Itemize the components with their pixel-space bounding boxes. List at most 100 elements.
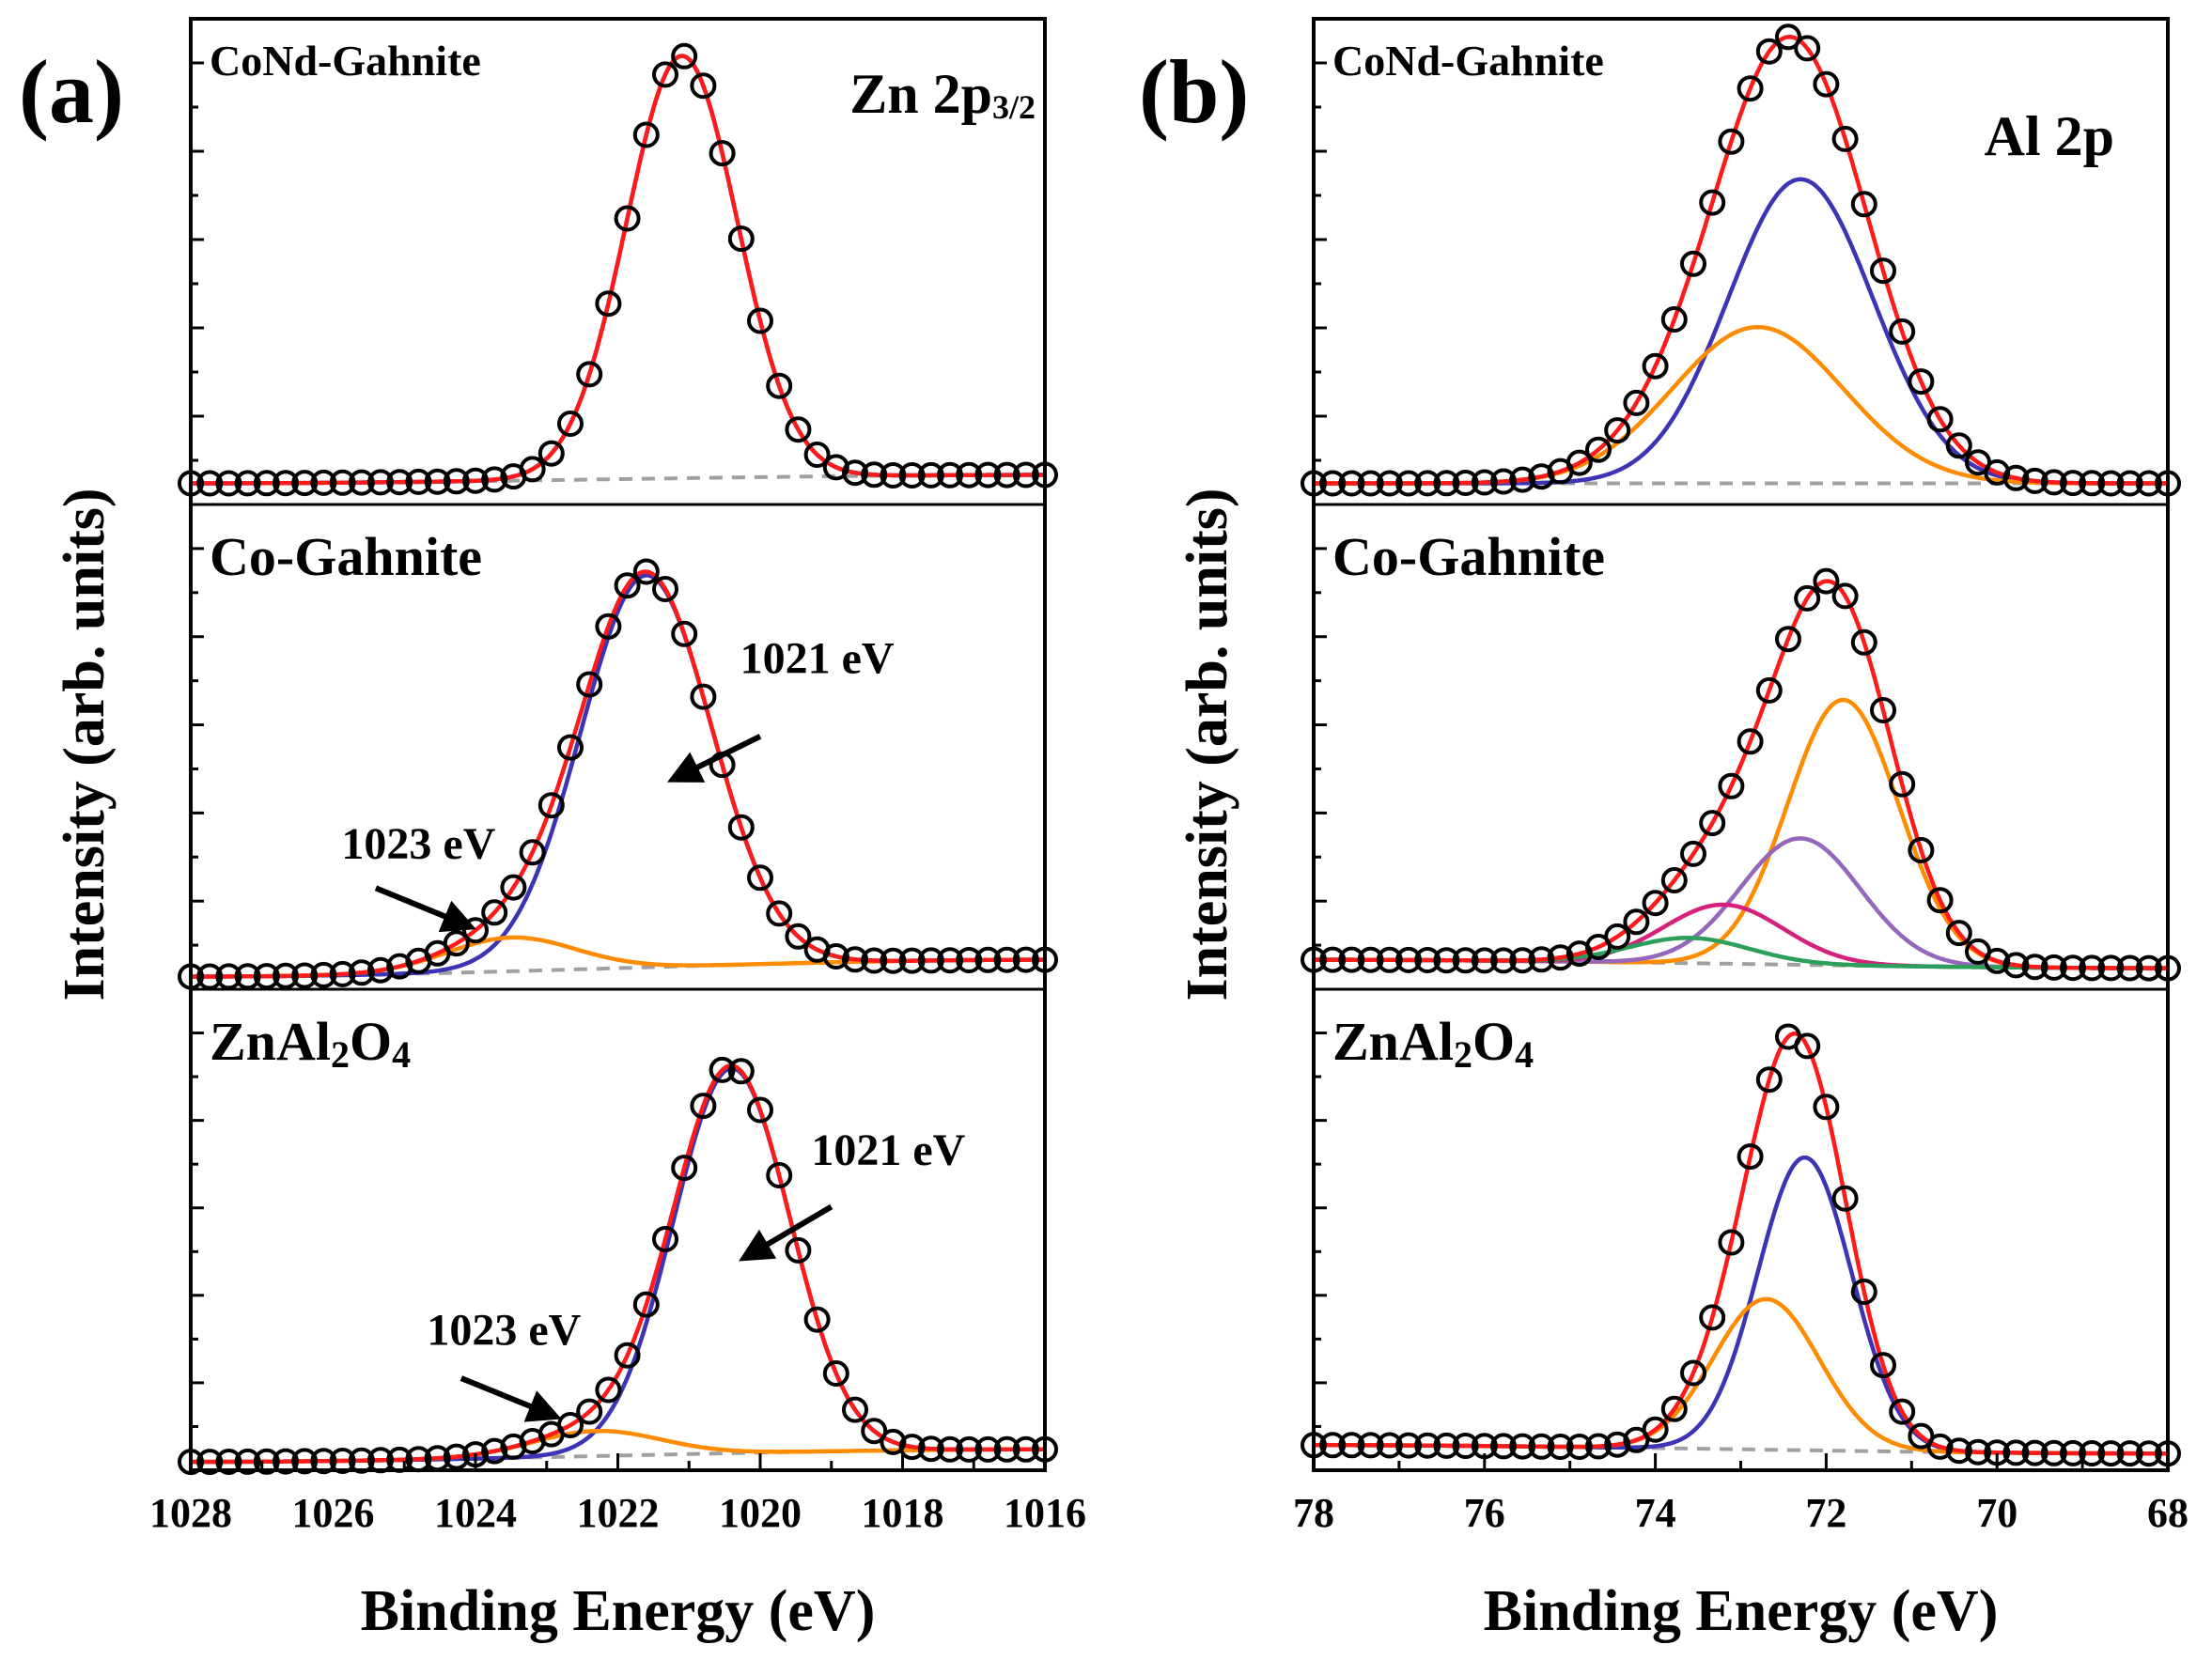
data-point — [1794, 1032, 1821, 1060]
data-point — [481, 1437, 508, 1465]
data-point — [880, 1428, 907, 1455]
data-point — [1357, 946, 1384, 973]
data-point — [557, 734, 584, 761]
x-tick-label: 1028 — [149, 1490, 232, 1536]
data-point — [1945, 920, 1972, 947]
annotation-arrow — [460, 1375, 562, 1422]
panel-label: (b) — [1139, 41, 1249, 142]
data-point — [1012, 1435, 1039, 1463]
x-axis-label: Binding Energy (eV) — [1484, 1579, 1999, 1643]
core-level-label: Al 2p — [1985, 105, 2114, 167]
data-point — [1642, 1416, 1669, 1443]
data-point — [785, 1236, 812, 1264]
data-point — [822, 1360, 849, 1387]
data-point — [386, 469, 413, 496]
data-point — [1737, 1143, 1764, 1171]
x-tick-label: 1018 — [862, 1490, 944, 1536]
data-point — [519, 839, 546, 866]
data-point — [405, 468, 432, 495]
data-point — [671, 1155, 698, 1182]
data-point — [1870, 257, 1896, 285]
data-point — [1718, 772, 1745, 799]
data-point — [500, 874, 527, 901]
sample-label: Co-Gahnite — [1332, 526, 1605, 587]
data-point — [1680, 250, 1706, 277]
data-point — [1889, 318, 1916, 345]
data-point — [1623, 389, 1650, 416]
data-point — [273, 470, 299, 497]
y-axis-label: Intensity (arb. units) — [53, 488, 117, 1001]
data-point — [2021, 954, 2048, 981]
data-point — [1870, 1352, 1896, 1379]
data-point — [842, 946, 868, 973]
data-point — [2021, 1439, 2048, 1466]
data-point — [747, 307, 773, 334]
data-point — [2060, 1439, 2086, 1466]
data-point — [576, 671, 603, 698]
data-point — [443, 1443, 470, 1470]
data-point — [1433, 1432, 1460, 1459]
data-point — [803, 442, 831, 468]
data-point — [348, 959, 375, 986]
data-point — [1376, 1432, 1403, 1459]
data-point — [481, 466, 508, 493]
data-point — [1414, 947, 1441, 973]
data-point — [766, 1162, 793, 1188]
core-level-label: Zn 2p3/2 — [849, 63, 1036, 126]
data-point — [215, 1449, 242, 1475]
data-point — [215, 470, 242, 497]
subplot-co-gahnite: Co-Gahnite — [1301, 526, 2181, 982]
data-point — [993, 946, 1020, 973]
data-point — [956, 461, 983, 489]
data-point — [2135, 1440, 2162, 1467]
data-point — [310, 961, 337, 988]
panel-label: (a) — [19, 41, 124, 142]
data-point — [2079, 1440, 2106, 1466]
data-point — [2040, 1439, 2067, 1466]
data-point — [2116, 954, 2143, 982]
data-point — [785, 923, 812, 950]
data-point — [1547, 1434, 1574, 1460]
data-point — [2060, 470, 2086, 497]
sample-label: ZnAl2O4 — [1332, 1011, 1534, 1076]
data-point — [614, 572, 641, 599]
data-point — [196, 470, 224, 497]
data-point — [937, 1435, 963, 1463]
data-point — [2135, 954, 2162, 982]
data-point — [273, 1448, 299, 1475]
data-point — [898, 462, 926, 489]
data-point — [1850, 628, 1877, 656]
peak-annotation: 1023 eV — [427, 1305, 581, 1355]
data-point — [1660, 1395, 1688, 1422]
x-tick-label: 68 — [2147, 1490, 2189, 1536]
data-point — [917, 1435, 944, 1463]
data-point — [709, 140, 736, 167]
data-point — [1509, 947, 1536, 974]
data-point — [1642, 352, 1669, 380]
data-point — [1945, 1437, 1972, 1465]
data-point — [253, 963, 280, 990]
data-point — [1642, 890, 1669, 917]
data-point — [1338, 946, 1365, 973]
data-point — [1414, 1432, 1441, 1459]
data-point — [1813, 567, 1840, 595]
data-point — [974, 946, 1002, 973]
data-point — [1012, 946, 1039, 973]
data-point — [2002, 1439, 2030, 1466]
data-point — [917, 461, 944, 489]
data-point — [557, 1412, 584, 1438]
data-point — [1831, 1185, 1859, 1212]
data-point — [1471, 947, 1498, 974]
data-point — [632, 1291, 660, 1318]
data-point — [822, 943, 849, 970]
fit-component-2-line — [1314, 1296, 2168, 1456]
data-point — [1433, 947, 1460, 974]
data-point — [671, 620, 698, 647]
data-point — [2079, 954, 2106, 982]
data-point — [766, 900, 793, 927]
data-point — [424, 468, 451, 495]
data-point — [956, 1435, 983, 1463]
data-point — [917, 947, 944, 974]
peak-annotation: 1021 eV — [740, 633, 895, 683]
